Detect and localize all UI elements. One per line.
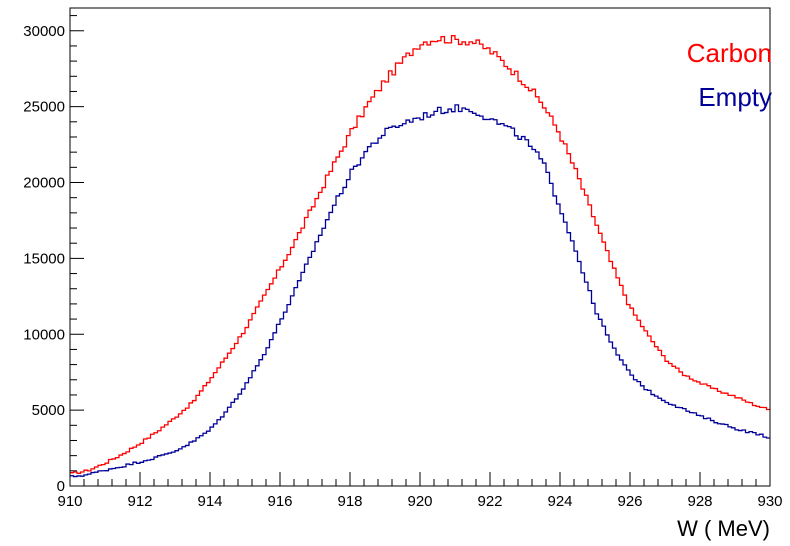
y-tick-label: 20000 (23, 175, 65, 192)
x-axis: 910 912 914 916 918 920 922 924 926 928 930 (57, 472, 783, 510)
y-axis: 0 5000 10000 15000 20000 25000 30000 (23, 15, 84, 495)
series-carbon-line (70, 35, 770, 474)
x-tick-label: 924 (547, 493, 572, 510)
x-tick-label: 922 (477, 493, 502, 510)
legend: Carbon Empty (687, 38, 772, 112)
legend-entry-empty: Empty (698, 82, 772, 112)
x-tick-label: 916 (267, 493, 292, 510)
y-tick-label: 30000 (23, 23, 65, 40)
x-tick-label: 910 (57, 493, 82, 510)
x-tick-label: 914 (197, 493, 222, 510)
x-axis-title: W ( MeV) (677, 516, 770, 541)
y-tick-label: 10000 (23, 326, 65, 343)
legend-entry-carbon: Carbon (687, 38, 772, 68)
x-tick-label: 920 (407, 493, 432, 510)
y-tick-label: 5000 (32, 402, 65, 419)
x-tick-label: 912 (127, 493, 152, 510)
series-empty-line (70, 104, 770, 478)
x-tick-label: 926 (617, 493, 642, 510)
y-tick-label: 0 (57, 478, 65, 495)
y-tick-label: 15000 (23, 250, 65, 267)
x-tick-label: 928 (687, 493, 712, 510)
x-tick-label: 918 (337, 493, 362, 510)
series-layer (70, 35, 770, 478)
x-tick-label: 930 (757, 493, 782, 510)
y-tick-label: 25000 (23, 99, 65, 116)
